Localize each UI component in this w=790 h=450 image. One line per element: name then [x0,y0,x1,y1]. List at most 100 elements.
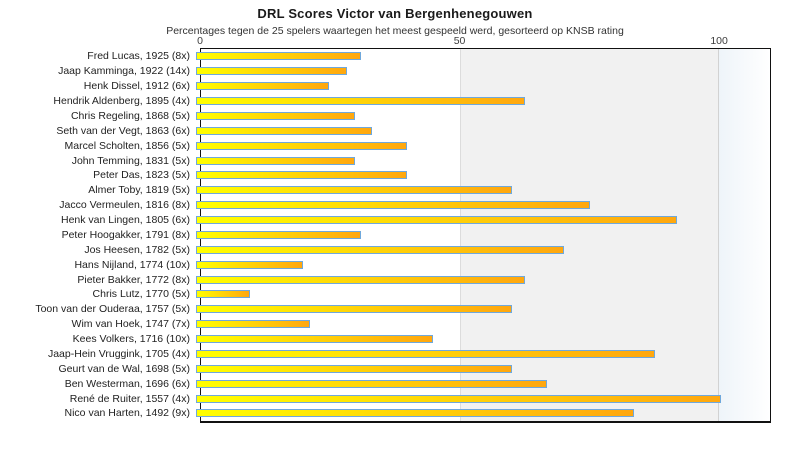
player-label: Wim van Hoek, 1747 (7x) [71,318,190,331]
bar-area [196,94,771,109]
score-bar [196,82,329,91]
player-label: Kees Volkers, 1716 (10x) [72,333,190,346]
bar-area [196,287,771,302]
score-bar [196,305,512,314]
player-label: Chris Lutz, 1770 (5x) [92,288,190,301]
row-3: Henk Dissel, 1912 (6x) [0,79,771,94]
row-25: Nico van Harten, 1492 (9x) [0,406,771,421]
player-label: Geurt van de Wal, 1698 (5x) [58,362,190,375]
bar-area [196,213,771,228]
score-bar [196,141,408,150]
bar-area [196,49,771,64]
player-label: Jos Heesen, 1782 (5x) [84,243,190,256]
shaded-band-50-100 [459,49,719,421]
row-22: Geurt van de Wal, 1698 (5x) [0,361,771,376]
bar-area [196,257,771,272]
score-bar [196,126,373,135]
player-label: Jaap Kamminga, 1922 (14x) [58,65,190,78]
score-bar [196,275,525,284]
bar-area [196,109,771,124]
row-5: Chris Regeling, 1868 (5x) [0,109,771,124]
shaded-band-beyond-100 [718,49,770,421]
player-label: Henk van Lingen, 1805 (6x) [61,214,190,227]
score-bar [196,230,362,239]
row-23: Ben Westerman, 1696 (6x) [0,376,771,391]
gridline-50 [459,49,461,421]
row-12: Henk van Lingen, 1805 (6x) [0,213,771,228]
score-bar [196,111,355,120]
row-6: Seth van der Vegt, 1863 (6x) [0,123,771,138]
gridline-100 [718,49,720,421]
row-8: John Temming, 1831 (5x) [0,153,771,168]
player-label: Jaap-Hein Vruggink, 1705 (4x) [47,347,190,360]
score-bar [196,201,591,210]
row-15: Hans Nijland, 1774 (10x) [0,257,771,272]
bar-rows: Fred Lucas, 1925 (8x) Jaap Kamminga, 192… [0,49,771,421]
row-1: Fred Lucas, 1925 (8x) [0,49,771,64]
score-bar [196,52,362,61]
row-4: Hendrik Aldenberg, 1895 (4x) [0,94,771,109]
row-17: Chris Lutz, 1770 (5x) [0,287,771,302]
bar-area [196,347,771,362]
score-bar [196,364,512,373]
bar-area [196,376,771,391]
bar-area [196,406,771,421]
bar-area [196,228,771,243]
row-21: Jaap-Hein Vruggink, 1705 (4x) [0,347,771,362]
score-bar [196,216,678,225]
row-18: Toon van der Ouderaa, 1757 (5x) [0,302,771,317]
score-bar [196,320,311,329]
player-label: Henk Dissel, 1912 (6x) [83,80,190,93]
row-19: Wim van Hoek, 1747 (7x) [0,317,771,332]
player-label: Hans Nijland, 1774 (10x) [74,258,190,271]
bar-area [196,317,771,332]
bar-area [196,168,771,183]
player-label: Pieter Bakker, 1772 (8x) [77,273,190,286]
bar-area [196,332,771,347]
bar-area [196,361,771,376]
bar-area [196,183,771,198]
x-tick-0: 0 [197,35,203,47]
player-label: Seth van der Vegt, 1863 (6x) [56,124,190,137]
bar-area [196,123,771,138]
score-bar [196,171,408,180]
player-label: Hendrik Aldenberg, 1895 (4x) [53,95,190,108]
score-bar [196,156,355,165]
bar-area [196,242,771,257]
x-tick-50: 50 [453,35,466,47]
score-bar [196,245,564,254]
row-24: René de Ruiter, 1557 (4x) [0,391,771,406]
bar-area [196,64,771,79]
row-7: Marcel Scholten, 1856 (5x) [0,138,771,153]
player-label: Almer Toby, 1819 (5x) [88,184,190,197]
row-2: Jaap Kamminga, 1922 (14x) [0,64,771,79]
score-bar [196,379,547,388]
score-bar [196,394,721,403]
player-label: Peter Das, 1823 (5x) [93,169,190,182]
score-bar [196,97,525,106]
player-label: Fred Lucas, 1925 (8x) [87,50,190,63]
chart-title: DRL Scores Victor van Bergenhenegouwen [257,6,533,21]
bar-area [196,79,771,94]
score-bar [196,186,512,195]
player-label: Nico van Harten, 1492 (9x) [64,407,190,420]
score-bar [196,260,303,269]
player-label: John Temming, 1831 (5x) [71,154,190,167]
score-bar [196,290,251,299]
chart-subtitle: Percentages tegen de 25 spelers waartege… [166,25,624,37]
row-11: Jacco Vermeulen, 1816 (8x) [0,198,771,213]
player-label: René de Ruiter, 1557 (4x) [69,392,190,405]
row-14: Jos Heesen, 1782 (5x) [0,242,771,257]
bar-area [196,302,771,317]
bar-area [196,153,771,168]
x-tick-100: 100 [710,35,728,47]
bar-area [196,198,771,213]
bar-area [196,272,771,287]
plot-area [200,48,771,423]
row-20: Kees Volkers, 1716 (10x) [0,332,771,347]
score-bar [196,409,634,418]
player-label: Marcel Scholten, 1856 (5x) [64,139,190,152]
bar-area [196,391,771,406]
score-bar [196,335,434,344]
